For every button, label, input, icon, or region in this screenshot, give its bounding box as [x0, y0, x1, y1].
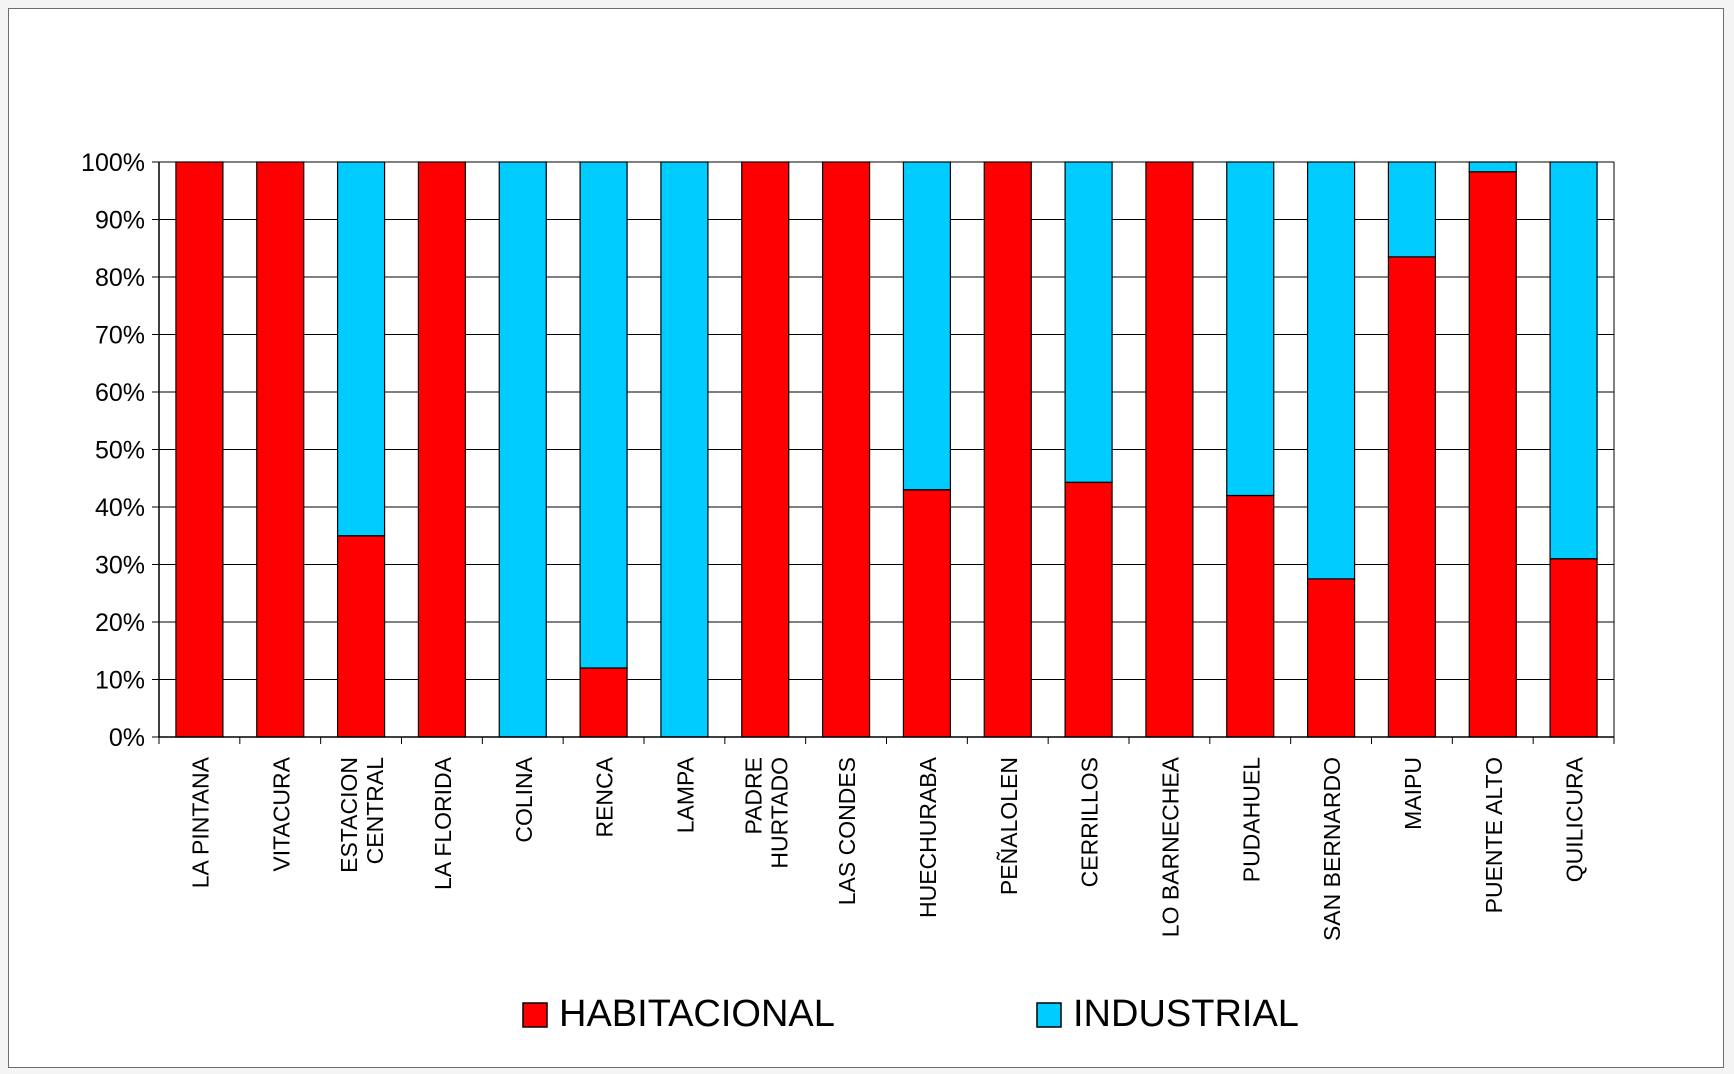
bar-industrial	[1226, 161, 1275, 497]
y-tick-label: 30%	[95, 552, 145, 580]
x-tick-label: PUDAHUEL	[1238, 757, 1264, 882]
bar-habitacional	[1226, 494, 1275, 738]
x-tick-label: RENCA	[592, 756, 618, 837]
x-tick-label-line: PUDAHUEL	[1238, 757, 1264, 882]
bar-industrial	[1549, 161, 1598, 560]
x-tick-label-line: PEÑALOLEN	[996, 757, 1022, 895]
y-tick-label: 0%	[109, 724, 145, 752]
x-tick-labels: LA PINTANA VITACURA ESTACION CENTRAL LA FLOR…	[187, 756, 1587, 941]
legend-swatch	[522, 1002, 548, 1028]
x-tick-label: PUENTE ALTO	[1481, 757, 1507, 913]
x-tick-label: LAMPA	[672, 756, 698, 833]
bar-habitacional	[902, 489, 952, 738]
bar-industrial	[1306, 161, 1356, 580]
x-tick-label-line: SAN BERNARDO	[1319, 757, 1345, 941]
legend: HABITACIONAL INDUSTRIAL	[522, 993, 1299, 1035]
y-tick-label: 80%	[95, 264, 145, 292]
bars	[175, 161, 1598, 738]
bar-industrial	[336, 161, 386, 537]
x-tick-label: COLINA	[511, 756, 537, 842]
x-tick-label-line: RENCA	[592, 756, 618, 837]
legend-swatch	[1036, 1002, 1062, 1028]
bar-habitacional	[1064, 481, 1113, 738]
bar-industrial	[1468, 161, 1517, 173]
x-tick-label-line: HUECHURABA	[915, 756, 941, 918]
x-tick-label: LAS CONDES	[834, 757, 860, 905]
x-tick-label-line: LAMPA	[672, 756, 698, 833]
bar-habitacional	[1145, 161, 1194, 738]
bar-habitacional	[1468, 171, 1517, 738]
x-tick-label-line: CENTRAL	[362, 757, 388, 865]
x-tick-label-line: MAIPU	[1400, 757, 1426, 830]
bar-habitacional	[741, 161, 790, 738]
x-tick-label-line: PADRE	[740, 757, 766, 835]
bar-industrial	[660, 161, 709, 738]
x-tick-label: SAN BERNARDO	[1319, 757, 1345, 941]
x-tick-label-line: ESTACION	[336, 757, 362, 873]
x-tick-label: ESTACION CENTRAL	[336, 757, 388, 873]
x-tick-label: VITACURA	[268, 756, 294, 871]
x-tick-label-line: CERRILLOS	[1077, 757, 1103, 887]
x-tick-label: PADRE HURTADO	[740, 757, 792, 869]
x-tick-label-line: LO BARNECHEA	[1157, 756, 1183, 937]
bar-industrial	[902, 161, 952, 491]
x-tick-label-line: LA FLORIDA	[430, 756, 456, 890]
x-tick-label-line: COLINA	[511, 756, 537, 842]
bar-industrial	[498, 161, 547, 738]
x-tick-label: CERRILLOS	[1077, 757, 1103, 887]
bar-habitacional	[983, 161, 1032, 738]
gridlines	[159, 161, 1614, 680]
x-tick-label: LA FLORIDA	[430, 756, 456, 890]
chart-frame: 0% 10% 20% 30% 40% 50% 60% 70% 80% 90% 100% LA PIN…	[8, 8, 1724, 1068]
x-tick-label-line: HURTADO	[766, 757, 792, 869]
bar-industrial	[1064, 161, 1113, 483]
bar-industrial	[1387, 161, 1437, 258]
y-tick-label: 100%	[81, 149, 145, 177]
y-tick-label: 50%	[95, 437, 145, 465]
bar-habitacional	[579, 667, 628, 738]
bar-habitacional	[175, 161, 224, 738]
y-tick-label: 10%	[95, 667, 145, 695]
x-tick-label-line: VITACURA	[268, 756, 294, 871]
y-tick-labels: 0% 10% 20% 30% 40% 50% 60% 70% 80% 90% 100%	[81, 149, 145, 752]
bar-habitacional	[1387, 256, 1437, 738]
y-tick-label: 60%	[95, 379, 145, 407]
x-tick-label: PEÑALOLEN	[996, 757, 1022, 895]
legend-label: HABITACIONAL	[559, 993, 835, 1035]
bar-habitacional	[821, 161, 871, 738]
x-tick-label-line: QUILICURA	[1562, 756, 1588, 882]
y-tick-label: 40%	[95, 494, 145, 522]
x-tick-label-line: LAS CONDES	[834, 757, 860, 905]
y-tick-label: 20%	[95, 609, 145, 637]
y-tick-label: 70%	[95, 322, 145, 350]
axes	[152, 161, 1615, 744]
bar-habitacional	[256, 161, 305, 738]
bar-habitacional	[1306, 578, 1356, 738]
x-tick-label: QUILICURA	[1562, 756, 1588, 882]
legend-label: INDUSTRIAL	[1073, 993, 1299, 1035]
bar-habitacional	[1549, 558, 1598, 738]
bar-habitacional	[336, 535, 386, 738]
stacked-bar-chart: 0% 10% 20% 30% 40% 50% 60% 70% 80% 90% 100% LA PIN…	[81, 149, 1615, 1035]
bar-industrial	[579, 161, 628, 669]
x-tick-label: LO BARNECHEA	[1157, 756, 1183, 937]
x-tick-label: HUECHURABA	[915, 756, 941, 918]
x-tick-label: MAIPU	[1400, 757, 1426, 830]
x-tick-label-line: PUENTE ALTO	[1481, 757, 1507, 913]
x-tick-label: LA PINTANA	[187, 756, 213, 888]
x-tick-label-line: LA PINTANA	[187, 756, 213, 888]
bar-habitacional	[417, 161, 467, 738]
y-tick-label: 90%	[95, 207, 145, 235]
